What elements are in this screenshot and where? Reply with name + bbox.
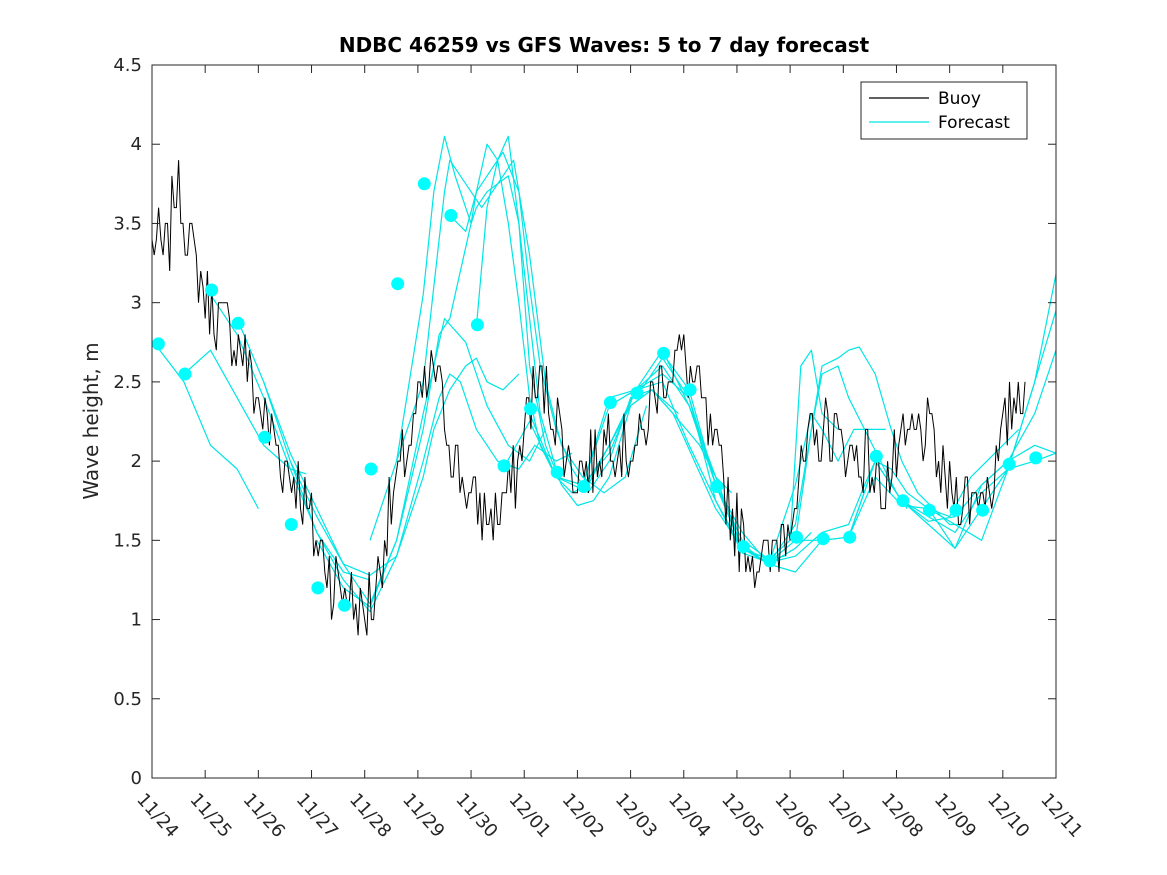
forecast-point-8 — [338, 598, 351, 612]
forecast-point-16 — [550, 465, 564, 479]
forecast-point-31 — [949, 503, 963, 517]
forecast-point-1 — [151, 337, 165, 351]
forecast-line-11 — [475, 135, 759, 557]
forecast-point-7 — [311, 581, 325, 595]
forecast-point-9 — [364, 462, 378, 476]
forecast-point-3 — [205, 283, 219, 297]
y-tick-label: 3.5 — [113, 213, 142, 234]
legend-buoy-label: Buoy — [938, 89, 981, 109]
forecast-line-21 — [848, 273, 1057, 538]
forecast-line-22 — [901, 444, 1057, 522]
forecast-point-10 — [391, 277, 405, 291]
forecast-point-22 — [710, 480, 724, 493]
y-tick-label: 0 — [131, 768, 142, 789]
y-tick-label: 0.5 — [113, 689, 142, 710]
forecast-point-21 — [683, 383, 697, 397]
plot-frame — [151, 64, 1057, 779]
forecast-point-4 — [231, 316, 245, 330]
y-tick-label: 2.5 — [113, 372, 142, 393]
series-layer — [151, 135, 1057, 636]
forecast-point-32 — [976, 503, 990, 517]
legend-box — [860, 81, 1028, 140]
forecast-point-14 — [497, 459, 511, 473]
forecast-point-28 — [869, 449, 883, 463]
y-tick-label: 4.5 — [113, 55, 142, 76]
buoy-line — [151, 160, 1026, 636]
forecast-line-5 — [263, 317, 547, 605]
forecast-point-33 — [1002, 457, 1016, 471]
forecast-point-20 — [657, 346, 671, 360]
forecast-point-25 — [790, 530, 803, 544]
forecast-point-11 — [417, 177, 431, 191]
y-tick-label: 1.5 — [113, 530, 142, 551]
forecast-line-3 — [210, 294, 371, 581]
forecast-line-18 — [715, 428, 1020, 564]
forecast-point-6 — [284, 518, 298, 531]
forecast-point-26 — [816, 532, 830, 546]
legend-forecast-label: Forecast — [938, 113, 1010, 133]
y-axis-label: Wave height, m — [79, 342, 103, 499]
forecast-point-19 — [630, 386, 644, 400]
forecast-point-29 — [896, 494, 910, 508]
forecast-point-18 — [603, 396, 617, 409]
forecast-point-12 — [444, 209, 458, 222]
forecast-point-13 — [470, 318, 484, 332]
chart-title: NDBC 46259 vs GFS Waves: 5 to 7 day fore… — [339, 33, 870, 57]
forecast-point-23 — [736, 540, 750, 554]
forecast-point-2 — [178, 367, 192, 381]
y-tick-label: 4 — [131, 134, 142, 155]
forecast-line-1 — [156, 346, 259, 509]
forecast-point-27 — [843, 530, 857, 544]
forecast-point-34 — [1029, 451, 1043, 465]
y-tick-label: 1 — [131, 610, 142, 631]
forecast-point-5 — [258, 430, 272, 444]
legend: Buoy Forecast — [860, 81, 1028, 140]
y-tick-label: 2 — [131, 451, 142, 472]
forecast-point-30 — [922, 503, 936, 517]
forecast-line-8 — [369, 159, 648, 541]
forecast-point-17 — [577, 480, 591, 493]
forecast-point-15 — [524, 402, 538, 416]
y-tick-label: 3 — [131, 293, 142, 314]
forecast-point-24 — [763, 554, 777, 568]
